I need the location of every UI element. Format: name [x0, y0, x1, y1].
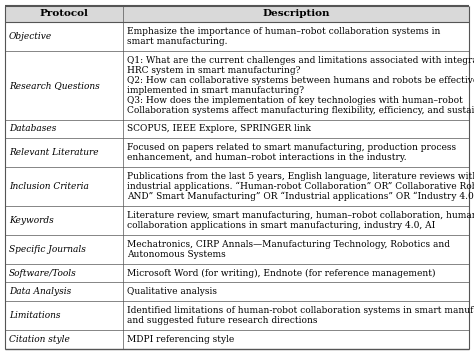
Text: Qualitative analysis: Qualitative analysis — [128, 287, 217, 296]
Bar — [5, 206, 469, 235]
Text: Limitations: Limitations — [9, 311, 61, 320]
Text: Research Questions: Research Questions — [9, 81, 100, 90]
Text: Inclusion Criteria: Inclusion Criteria — [9, 182, 89, 191]
Bar — [5, 264, 469, 282]
Text: Keywords: Keywords — [9, 216, 54, 225]
Text: Autonomous Systems: Autonomous Systems — [128, 250, 226, 259]
Bar — [5, 235, 469, 264]
Text: Publications from the last 5 years, English language, literature reviews with: Publications from the last 5 years, Engl… — [128, 172, 474, 181]
Bar — [5, 138, 469, 167]
Text: Focused on papers related to smart manufacturing, production process: Focused on papers related to smart manuf… — [128, 143, 456, 152]
Text: Literature review, smart manufacturing, human–robot collaboration, human–robot: Literature review, smart manufacturing, … — [128, 211, 474, 220]
Text: Relevant Literature: Relevant Literature — [9, 148, 99, 157]
Bar — [5, 167, 469, 206]
Text: industrial applications. “Human-robot Collaboration” OR” Collaborative Robots”: industrial applications. “Human-robot Co… — [128, 182, 474, 191]
Text: Collaboration systems affect manufacturing flexibility, efficiency, and sustaina: Collaboration systems affect manufacturi… — [128, 105, 474, 115]
Text: AND” Smart Manufacturing” OR “Industrial applications” OR “Industry 4.0”: AND” Smart Manufacturing” OR “Industrial… — [128, 192, 474, 201]
Text: Microsoft Word (for writing), Endnote (for reference management): Microsoft Word (for writing), Endnote (f… — [128, 268, 436, 278]
Text: HRC system in smart manufacturing?: HRC system in smart manufacturing? — [128, 66, 301, 75]
Text: Description: Description — [263, 10, 330, 18]
Text: smart manufacturing.: smart manufacturing. — [128, 37, 228, 46]
Text: enhancement, and human–robot interactions in the industry.: enhancement, and human–robot interaction… — [128, 153, 407, 162]
Bar — [5, 301, 469, 330]
Text: Emphasize the importance of human–robot collaboration systems in: Emphasize the importance of human–robot … — [128, 27, 441, 36]
Bar — [5, 22, 469, 51]
Text: Protocol: Protocol — [40, 10, 89, 18]
Bar — [5, 120, 469, 138]
Text: Citation style: Citation style — [9, 335, 70, 344]
Text: SCOPUS, IEEE Explore, SPRINGER link: SCOPUS, IEEE Explore, SPRINGER link — [128, 125, 311, 133]
Text: Mechatronics, CIRP Annals—Manufacturing Technology, Robotics and: Mechatronics, CIRP Annals—Manufacturing … — [128, 240, 450, 249]
Text: Q1: What are the current challenges and limitations associated with integrating : Q1: What are the current challenges and … — [128, 56, 474, 65]
Text: collaboration applications in smart manufacturing, industry 4.0, AI: collaboration applications in smart manu… — [128, 221, 436, 230]
Text: Specific Journals: Specific Journals — [9, 245, 86, 254]
Text: Identified limitations of human-robot collaboration systems in smart manufacturi: Identified limitations of human-robot co… — [128, 306, 474, 315]
Bar — [5, 330, 469, 349]
Text: Objective: Objective — [9, 32, 52, 41]
Text: implemented in smart manufacturing?: implemented in smart manufacturing? — [128, 86, 304, 95]
Text: MDPI referencing style: MDPI referencing style — [128, 335, 235, 344]
Text: Q2: How can collaborative systems between humans and robots be effectively: Q2: How can collaborative systems betwee… — [128, 76, 474, 85]
Bar — [5, 282, 469, 301]
Text: and suggested future research directions: and suggested future research directions — [128, 316, 318, 325]
Bar — [5, 51, 469, 120]
Text: Data Analysis: Data Analysis — [9, 287, 71, 296]
Bar — [5, 6, 469, 22]
Text: Software/Tools: Software/Tools — [9, 269, 77, 278]
Text: Q3: How does the implementation of key technologies with human–robot: Q3: How does the implementation of key t… — [128, 96, 463, 105]
Text: Databases: Databases — [9, 125, 56, 133]
